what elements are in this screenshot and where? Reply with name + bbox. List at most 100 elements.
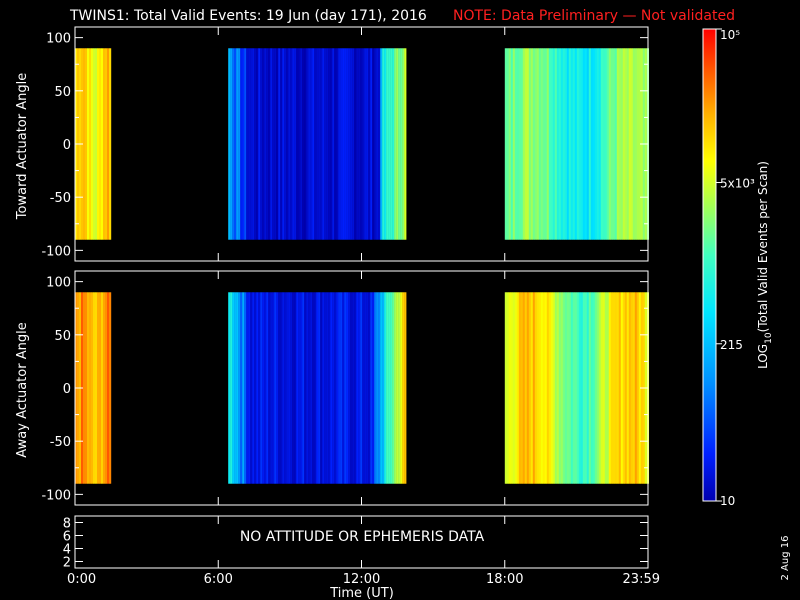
heat-column (230, 48, 233, 240)
heat-column (596, 48, 599, 240)
heat-column (630, 292, 633, 484)
heat-column (228, 292, 231, 484)
heat-column (254, 292, 257, 484)
data-segment-1 (228, 292, 407, 484)
heat-column (606, 48, 609, 240)
heat-column (274, 48, 277, 240)
heat-column (306, 48, 309, 240)
heat-column (91, 48, 94, 240)
heat-column (520, 48, 523, 240)
heat-column (85, 48, 88, 240)
heat-column (302, 48, 305, 240)
heat-column (510, 48, 513, 240)
heat-column (322, 48, 325, 240)
heat-column (562, 48, 565, 240)
colorbar-label: LOG10(Total Valid Events per Scan) (756, 161, 774, 369)
heat-column (552, 292, 555, 484)
heat-column (346, 48, 349, 240)
heat-column (504, 292, 507, 484)
heat-column (316, 292, 319, 484)
colorbar-tick-label: 10⁵ (720, 28, 740, 42)
heat-column (610, 48, 613, 240)
heat-column (538, 292, 541, 484)
heat-column (580, 292, 583, 484)
heat-column (99, 292, 102, 484)
toward-heatmap-panel: 100 50 0 -50 -100 (41, 26, 649, 262)
heat-column (576, 48, 579, 240)
heat-column (278, 48, 281, 240)
heat-column (278, 292, 281, 484)
heat-column (522, 48, 525, 240)
heat-column (372, 292, 375, 484)
ytick-label: 0 (63, 382, 71, 397)
data-segment-1 (228, 48, 407, 240)
heat-column (508, 48, 511, 240)
heat-column (398, 48, 401, 240)
heat-column (310, 292, 313, 484)
heat-column (548, 48, 551, 240)
heat-column (300, 292, 303, 484)
heat-column (374, 292, 377, 484)
heat-column (378, 48, 381, 240)
eph-ytick-label: 4 (63, 543, 71, 558)
heat-column (554, 48, 557, 240)
heat-column (103, 48, 106, 240)
heat-column (256, 48, 259, 240)
heat-column (512, 48, 515, 240)
heat-column (95, 292, 98, 484)
away-heatmap-panel: 100 50 0 -50 -100 (41, 270, 649, 506)
heat-column (89, 48, 92, 240)
heat-column (628, 48, 631, 240)
heat-column (530, 48, 533, 240)
heat-column (630, 48, 633, 240)
heat-column (538, 48, 541, 240)
xtick-label: 12:00 (343, 572, 380, 587)
heat-column (260, 292, 263, 484)
heat-column (272, 48, 275, 240)
heat-column (230, 292, 233, 484)
heat-column (330, 292, 333, 484)
heat-column (380, 292, 383, 484)
heat-column (382, 292, 385, 484)
heat-column (264, 292, 267, 484)
heat-column (308, 48, 311, 240)
heat-column (234, 48, 237, 240)
heat-column (574, 48, 577, 240)
heat-column (534, 48, 537, 240)
heat-column (530, 292, 533, 484)
heat-column (356, 292, 359, 484)
heat-column (312, 292, 315, 484)
heat-column (366, 292, 369, 484)
ytick-label: -100 (41, 488, 71, 503)
ytick-label: 100 (46, 276, 71, 291)
heat-column (364, 48, 367, 240)
heat-column (578, 48, 581, 240)
heat-column (590, 48, 593, 240)
ytick-label: 50 (54, 85, 71, 100)
colorbar-tick-label: 10 (720, 494, 735, 508)
heat-column (282, 48, 285, 240)
heat-column (244, 48, 247, 240)
heat-column (290, 48, 293, 240)
heat-column (354, 48, 357, 240)
heat-column (262, 292, 265, 484)
heat-column (308, 292, 311, 484)
heat-column (350, 292, 353, 484)
heat-column (320, 48, 323, 240)
heat-column (338, 48, 341, 240)
heat-column (83, 292, 86, 484)
heat-column (622, 292, 625, 484)
heat-column (564, 292, 567, 484)
heat-column (298, 292, 301, 484)
heat-column (276, 292, 279, 484)
heat-column (550, 292, 553, 484)
heat-column (626, 48, 629, 240)
heat-column (524, 292, 527, 484)
heat-column (354, 292, 357, 484)
heat-column (516, 48, 519, 240)
heat-column (594, 48, 597, 240)
heat-column (87, 48, 90, 240)
heat-column (572, 292, 575, 484)
date-stamp: 2 Aug 16 (780, 536, 791, 581)
